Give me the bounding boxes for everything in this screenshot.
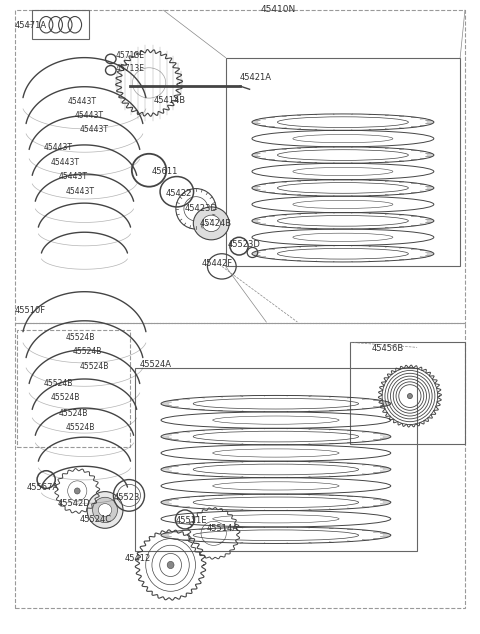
Text: 45523: 45523 xyxy=(113,493,140,501)
Text: 45410N: 45410N xyxy=(261,5,296,14)
Text: 45442F: 45442F xyxy=(202,259,233,268)
Ellipse shape xyxy=(167,561,174,569)
Text: 45611: 45611 xyxy=(152,167,178,176)
Text: 45524B: 45524B xyxy=(72,347,102,356)
Text: 45443T: 45443T xyxy=(65,187,94,197)
Text: 45422: 45422 xyxy=(166,189,192,198)
Text: 45524B: 45524B xyxy=(51,394,80,403)
Text: 45414B: 45414B xyxy=(154,96,186,105)
Ellipse shape xyxy=(193,207,229,240)
Text: 45443T: 45443T xyxy=(80,126,108,134)
Text: 45423D: 45423D xyxy=(185,204,218,213)
Ellipse shape xyxy=(98,503,112,516)
Text: 45443T: 45443T xyxy=(68,98,96,107)
Text: 45443T: 45443T xyxy=(58,172,87,181)
Text: 45443T: 45443T xyxy=(44,143,73,152)
Ellipse shape xyxy=(74,488,80,494)
Text: 45524B: 45524B xyxy=(65,424,95,432)
Text: 45443T: 45443T xyxy=(75,112,104,120)
Text: 45421A: 45421A xyxy=(240,74,272,82)
Ellipse shape xyxy=(202,215,220,231)
Text: 45443T: 45443T xyxy=(51,157,80,167)
Text: 45524B: 45524B xyxy=(80,362,109,371)
Text: 45713E: 45713E xyxy=(116,64,144,73)
Text: 45412: 45412 xyxy=(124,554,150,563)
Text: 45424B: 45424B xyxy=(199,219,231,228)
Text: 45510F: 45510F xyxy=(15,306,46,315)
Text: 45511E: 45511E xyxy=(175,516,207,525)
Text: 45514A: 45514A xyxy=(206,524,239,533)
Text: 45471A: 45471A xyxy=(15,22,47,30)
Ellipse shape xyxy=(408,394,412,399)
Text: 45524C: 45524C xyxy=(80,515,112,524)
Text: 45567A: 45567A xyxy=(27,483,59,493)
Text: 45524B: 45524B xyxy=(58,409,87,418)
Text: 45524B: 45524B xyxy=(44,379,73,388)
Text: 45523D: 45523D xyxy=(228,240,261,249)
Text: 45524A: 45524A xyxy=(140,360,171,369)
Text: 45524B: 45524B xyxy=(65,333,95,342)
Text: 45713E: 45713E xyxy=(116,51,144,60)
Text: 45542D: 45542D xyxy=(57,499,90,508)
Text: 45456B: 45456B xyxy=(372,344,404,353)
Ellipse shape xyxy=(93,497,118,522)
Ellipse shape xyxy=(87,491,123,528)
